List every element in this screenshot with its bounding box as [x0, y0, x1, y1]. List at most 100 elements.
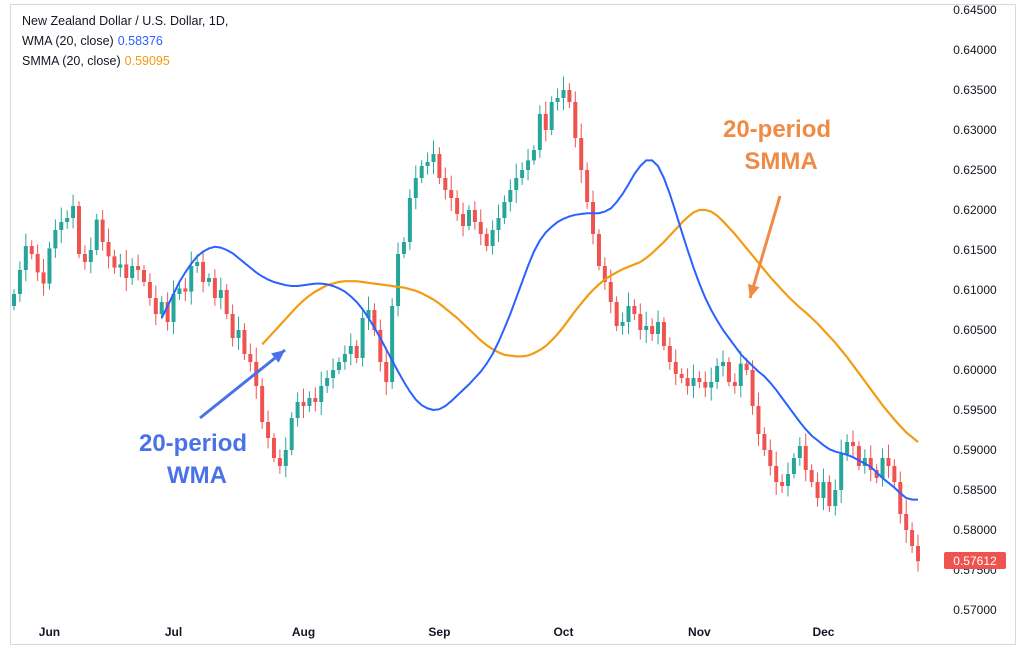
- candle-body: [390, 306, 395, 382]
- candle: [579, 123, 584, 183]
- candle-body: [673, 362, 678, 374]
- candle-body: [762, 434, 767, 450]
- candle: [679, 368, 684, 384]
- smma-annotation-line1: 20-period: [723, 116, 831, 143]
- candle: [602, 257, 607, 290]
- candle: [106, 228, 111, 269]
- candle: [691, 364, 696, 399]
- candle: [638, 303, 643, 340]
- candle: [626, 292, 631, 335]
- candle-body: [667, 346, 672, 362]
- x-tick-label: Jun: [39, 625, 60, 639]
- candle: [372, 303, 377, 337]
- candle: [331, 358, 336, 389]
- candle: [614, 296, 619, 332]
- candle: [697, 371, 702, 389]
- y-tick-label: 0.58000: [953, 523, 997, 537]
- candle: [537, 105, 542, 158]
- candle-body: [242, 330, 247, 354]
- candle: [449, 175, 454, 211]
- candle-body: [815, 482, 820, 498]
- candle: [342, 345, 347, 370]
- candle: [880, 448, 885, 487]
- candle: [833, 479, 838, 516]
- candle: [130, 258, 135, 285]
- candle-body: [348, 346, 353, 354]
- candle: [780, 474, 785, 493]
- candle: [100, 210, 105, 251]
- chart-frame: [10, 4, 1016, 645]
- candle-body: [277, 458, 282, 466]
- candle-body: [47, 248, 52, 284]
- price-axis[interactable]: 0.64500 0.64000 0.63500 0.63000 0.62500 0.620…: [953, 3, 997, 617]
- candle: [910, 522, 915, 553]
- candle-body: [466, 210, 471, 226]
- smma-legend-label: SMMA (20, close): [22, 54, 121, 68]
- candle: [230, 304, 235, 347]
- candle: [726, 357, 731, 387]
- candle-body: [443, 178, 448, 190]
- candle: [183, 277, 188, 302]
- candle: [65, 210, 70, 229]
- candle-body: [325, 378, 330, 386]
- candle-body: [384, 362, 389, 382]
- candle: [35, 244, 40, 282]
- candle-body: [555, 98, 560, 102]
- candle: [325, 370, 330, 393]
- candle: [212, 269, 217, 306]
- candle: [514, 163, 519, 203]
- candle: [384, 347, 389, 395]
- candle: [845, 434, 850, 461]
- candle: [390, 298, 395, 389]
- time-axis[interactable]: Jun Jul Aug Sep Oct Nov Dec: [39, 625, 835, 639]
- candle-body: [874, 470, 879, 478]
- candle: [898, 471, 903, 524]
- candle: [644, 311, 649, 343]
- candle-body: [602, 266, 607, 282]
- last-price-badge: [944, 552, 1006, 570]
- candle: [455, 190, 460, 221]
- wma-annotation: 20-period WMA: [139, 348, 286, 489]
- smma-legend-value: 0.59095: [124, 54, 170, 68]
- candle-body: [159, 302, 164, 314]
- candle: [472, 201, 477, 230]
- candle-body: [821, 482, 826, 498]
- smma-arrowhead-icon: [747, 283, 760, 298]
- candle: [573, 91, 578, 148]
- candle: [478, 209, 483, 246]
- candle-body: [650, 326, 655, 334]
- candle: [425, 152, 430, 175]
- candle: [407, 189, 412, 250]
- candle-body: [508, 190, 513, 202]
- candle-body: [94, 219, 99, 250]
- candle: [47, 241, 52, 290]
- wma-line: [160, 159, 918, 501]
- candle-body: [360, 318, 365, 358]
- candle-body: [679, 374, 684, 378]
- smma-arrow: [748, 195, 782, 299]
- candle-body: [283, 450, 288, 466]
- candle-body: [23, 246, 28, 270]
- candle-body: [520, 170, 525, 178]
- candle-body: [514, 178, 519, 190]
- candlesticks: [12, 76, 920, 572]
- candle: [502, 195, 507, 225]
- candle: [762, 427, 767, 457]
- candle: [88, 237, 93, 274]
- candle: [703, 371, 708, 398]
- candle: [862, 449, 867, 474]
- candle: [827, 475, 832, 513]
- candle: [295, 392, 300, 427]
- candle-body: [656, 322, 661, 334]
- chart-legend: New Zealand Dollar / U.S. Dollar, 1D, WM…: [22, 11, 228, 71]
- candle-body: [183, 288, 188, 292]
- candle: [732, 373, 737, 394]
- candle: [319, 371, 324, 415]
- candle: [260, 378, 265, 429]
- candle: [23, 233, 28, 282]
- candle: [378, 319, 383, 372]
- candle-body: [862, 458, 867, 466]
- candle-body: [88, 250, 93, 262]
- candle: [419, 160, 424, 184]
